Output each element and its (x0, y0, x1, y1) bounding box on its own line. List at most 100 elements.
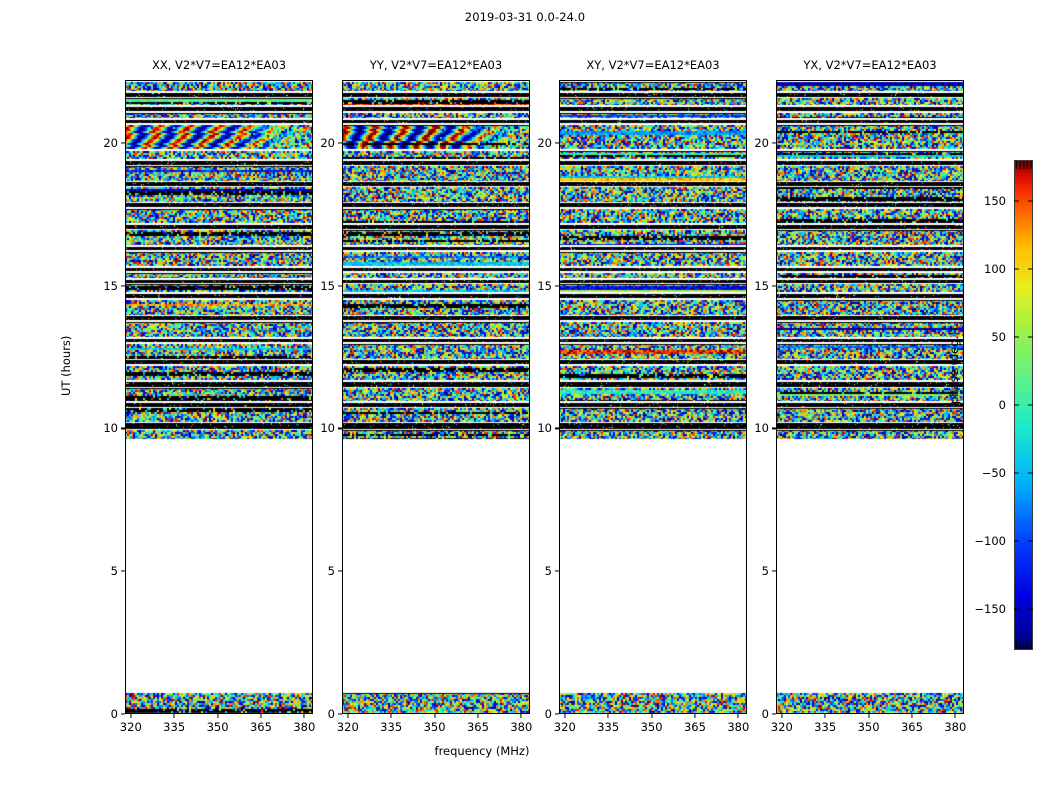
y-tick-mark (121, 285, 125, 287)
y-tick-label: 0 (110, 707, 118, 721)
y-tick-mark (121, 713, 125, 715)
y-tick-mark (555, 142, 559, 144)
x-tick-label: 350 (206, 720, 229, 734)
x-tick-mark (564, 714, 566, 718)
x-tick-label: 365 (683, 720, 706, 734)
y-tick-label: 5 (327, 564, 335, 579)
spectrum-panel-yy[interactable]: YY, V2*V7=EA12*EA03 0 5 10 15 20 320 335 350 365 3… (320, 58, 532, 734)
colorbar-tick-mark (1028, 608, 1033, 610)
y-tick-label: 20 (754, 135, 769, 150)
spectrum-panel-xx[interactable]: XX, V2*V7=EA12*EA03 0 5 10 15 20 320 335 350 365 3… (103, 58, 315, 734)
x-tick-mark (520, 714, 522, 718)
x-tick-label: 320 (553, 720, 576, 734)
panel-title-yy: YY, V2*V7=EA12*EA03 (369, 58, 503, 72)
y-tick-mark (121, 142, 125, 144)
y-tick-label: 0 (761, 707, 769, 721)
colorbar-tick-mark (1014, 336, 1019, 338)
x-tick-label: 350 (640, 720, 663, 734)
panel-frame (342, 80, 530, 714)
x-tick-label: 350 (423, 720, 446, 734)
y-tick-label: 5 (544, 564, 552, 579)
y-tick-mark (555, 713, 559, 715)
colorbar-tick-mark (1028, 200, 1033, 202)
x-tick-mark (347, 714, 349, 718)
x-tick-mark (477, 714, 479, 718)
colorbar-tick-label: 50 (991, 329, 1006, 344)
colorbar-tick-mark (1014, 540, 1019, 542)
y-tick-label: 0 (544, 707, 552, 721)
x-tick-mark (260, 714, 262, 718)
y-tick-mark (555, 285, 559, 287)
panel-title-xy: XY, V2*V7=EA12*EA03 (586, 58, 720, 72)
x-tick-label: 380 (727, 720, 750, 734)
x-tick-label: 335 (597, 720, 620, 734)
x-tick-label: 320 (119, 720, 142, 734)
y-tick-label: 10 (537, 421, 552, 436)
panel-title-yx: YX, V2*V7=EA12*EA03 (803, 58, 937, 72)
x-tick-mark (737, 714, 739, 718)
y-tick-mark (555, 427, 559, 429)
y-tick-mark (121, 570, 125, 572)
panel-frame (559, 80, 747, 714)
y-tick-label: 10 (320, 421, 335, 436)
colorbar-tick-label: 100 (984, 261, 1006, 276)
x-tick-mark (954, 714, 956, 718)
y-tick-mark (121, 427, 125, 429)
x-tick-label: 380 (510, 720, 533, 734)
y-tick-label: 15 (754, 278, 769, 293)
colorbar-tick-label: 0 (998, 398, 1006, 412)
x-tick-label: 365 (900, 720, 923, 734)
spectrum-image-yy (342, 80, 530, 714)
x-tick-label: 335 (380, 720, 403, 734)
y-tick-label: 5 (761, 564, 769, 579)
x-tick-label: 320 (770, 720, 793, 734)
x-tick-label: 365 (466, 720, 489, 734)
x-tick-label: 335 (163, 720, 186, 734)
y-tick-mark (772, 570, 776, 572)
x-tick-mark (781, 714, 783, 718)
y-tick-mark (772, 285, 776, 287)
y-tick-mark (338, 713, 342, 715)
spectrum-image-xy (559, 80, 747, 714)
x-tick-mark (390, 714, 392, 718)
colorbar-tick-label: −100 (974, 534, 1006, 549)
y-tick-label: 10 (754, 421, 769, 436)
y-tick-mark (555, 570, 559, 572)
x-tick-label: 380 (293, 720, 316, 734)
y-tick-label: 20 (103, 135, 118, 150)
x-tick-mark (651, 714, 653, 718)
x-tick-mark (607, 714, 609, 718)
spectrum-panel-xy[interactable]: XY, V2*V7=EA12*EA03 0 5 10 15 20 320 335 350 365 3… (537, 58, 749, 734)
colorbar-tick-mark (1028, 540, 1033, 542)
panel-title-xx: XX, V2*V7=EA12*EA03 (151, 58, 287, 72)
x-tick-label: 335 (814, 720, 837, 734)
y-tick-label: 0 (327, 707, 335, 721)
colorbar-tick-mark (1028, 336, 1033, 338)
x-tick-mark (130, 714, 132, 718)
y-tick-mark (338, 142, 342, 144)
x-tick-mark (303, 714, 305, 718)
x-tick-mark (217, 714, 219, 718)
y-tick-mark (772, 142, 776, 144)
y-tick-label: 15 (320, 278, 335, 293)
spectrum-image-yx (776, 80, 964, 714)
figure-suptitle: 2019-03-31 0.0-24.0 (464, 10, 586, 24)
spectrum-panel-yx[interactable]: YX, V2*V7=EA12*EA03 0 5 10 15 20 320 335 350 365 3… (754, 58, 966, 734)
colorbar-tick-label: −150 (974, 602, 1006, 617)
x-tick-label: 350 (857, 720, 880, 734)
y-tick-label: 10 (103, 421, 118, 436)
x-tick-mark (911, 714, 913, 718)
panel-frame (125, 80, 313, 714)
x-tick-mark (173, 714, 175, 718)
y-tick-label: 15 (537, 278, 552, 293)
x-axis-label: frequency (MHz) (434, 744, 530, 758)
x-tick-label: 320 (336, 720, 359, 734)
y-tick-mark (338, 427, 342, 429)
spectrum-image-xx (125, 80, 313, 714)
colorbar-tick-mark (1028, 404, 1033, 406)
y-tick-mark (338, 285, 342, 287)
y-tick-label: 5 (110, 564, 118, 579)
colorbar-tick-mark (1014, 472, 1019, 474)
y-tick-label: 20 (320, 135, 335, 150)
